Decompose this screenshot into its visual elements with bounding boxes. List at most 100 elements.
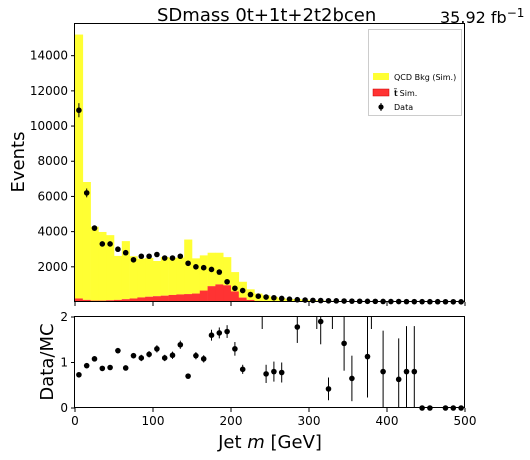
- x-tick-label: 400: [376, 414, 399, 428]
- qcd-bar: [82, 182, 91, 300]
- ratio-point: [364, 353, 371, 360]
- data-point: [255, 293, 262, 299]
- data-point: [107, 241, 113, 247]
- ratio-point: [83, 362, 90, 369]
- ratio-y-ticks: 0 1 2: [60, 310, 75, 415]
- data-point: [83, 190, 90, 196]
- ttbar-bar: [129, 298, 138, 302]
- ratio-y-axis-label: Data/MC: [37, 323, 58, 400]
- legend-qcd-label: QCD Bkg (Sim.): [394, 73, 456, 82]
- ratio-point: [232, 346, 238, 352]
- qcd-bar: [106, 235, 115, 301]
- data-point: [154, 251, 160, 258]
- ratio-point: [185, 373, 191, 379]
- data-point: [122, 249, 129, 256]
- qcd-bar: [129, 256, 138, 299]
- luminosity-label: 35.92 fb−1: [440, 6, 524, 27]
- ttbar-bar: [207, 286, 216, 302]
- data-point: [130, 256, 137, 263]
- ratio-points: [76, 317, 464, 411]
- ratio-point: [91, 356, 98, 362]
- y-tick-label: 10000: [30, 119, 68, 133]
- chart-title: SDmass 0t+1t+2t2bcen: [157, 5, 376, 26]
- ttbar-bar: [153, 296, 162, 302]
- ratio-point: [76, 371, 82, 378]
- main-plot-frame: [74, 23, 465, 302]
- data-point: [271, 294, 277, 301]
- qcd-bar: [137, 258, 146, 298]
- data-point: [263, 294, 269, 300]
- data-point: [208, 266, 215, 273]
- data-point: [310, 297, 316, 304]
- qcd-bar: [75, 34, 84, 299]
- ratio-point: [154, 346, 160, 352]
- legend-ttbar-label: t̄t̄ Sim.: [393, 88, 417, 98]
- ratio-point: [380, 368, 386, 375]
- x-tick-label: 500: [454, 414, 477, 428]
- ratio-point: [107, 364, 113, 371]
- y-tick-label: 2000: [37, 260, 68, 274]
- data-point: [239, 287, 246, 294]
- ttbar-bar: [121, 299, 130, 302]
- qcd-bar: [231, 272, 240, 292]
- data-point: [200, 264, 207, 271]
- legend-box: [368, 29, 462, 116]
- ratio-point: [395, 376, 402, 383]
- main-y-ticks: 2000 4000 6000 8000 10000 12000 14000: [30, 49, 75, 274]
- data-point: [138, 253, 145, 260]
- ratio-point: [216, 330, 223, 336]
- y-tick-label: 8000: [37, 154, 68, 168]
- data-point: [193, 264, 199, 270]
- data-point: [169, 255, 176, 261]
- ratio-point: [122, 365, 129, 371]
- qcd-bar: [160, 256, 169, 296]
- data-point: [99, 241, 106, 247]
- data-point: [146, 253, 152, 260]
- data-point: [232, 285, 238, 292]
- data-point: [76, 107, 82, 114]
- qcd-bar: [90, 226, 99, 301]
- ratio-point: [239, 366, 246, 373]
- ratio-point: [200, 356, 207, 362]
- qcd-bar: [223, 257, 232, 286]
- ttbar-bar: [114, 299, 123, 302]
- ratio-point: [138, 355, 145, 361]
- ratio-point: [115, 347, 121, 354]
- x-tick-label: 0: [71, 414, 79, 428]
- ratio-point: [146, 351, 152, 358]
- data-point: [161, 255, 168, 261]
- data-point: [278, 295, 285, 302]
- ratio-point: [263, 371, 269, 377]
- ttbar-bar: [176, 294, 185, 302]
- qcd-bar: [176, 257, 185, 295]
- ratio-point: [161, 355, 168, 361]
- qcd-bar: [215, 252, 224, 285]
- ratio-point: [294, 324, 301, 330]
- ratio-point: [99, 365, 106, 372]
- legend: QCD Bkg (Sim.) t̄t̄ Sim. Data: [368, 29, 462, 116]
- data-point: [286, 296, 293, 302]
- data-point: [302, 297, 308, 303]
- qcd-bar: [153, 261, 162, 297]
- ratio-point: [349, 375, 355, 382]
- ratio-y-tick-label: 1: [60, 356, 68, 370]
- qcd-bar: [199, 255, 208, 291]
- ttbar-bar: [184, 294, 193, 302]
- legend-data-label: Data: [394, 103, 413, 112]
- data-point: [115, 246, 121, 253]
- ttbar-bar: [82, 299, 91, 302]
- ratio-point: [411, 368, 418, 375]
- ttbar-bar: [199, 290, 208, 302]
- ratio-point: [278, 369, 285, 376]
- data-point: [224, 278, 230, 285]
- data-point: [216, 269, 223, 275]
- ttbar-bar: [168, 294, 177, 302]
- qcd-bar: [121, 241, 130, 300]
- qcd-bar: [98, 231, 107, 301]
- ttbar-bar: [75, 298, 84, 302]
- ttbar-bar: [145, 296, 154, 302]
- ratio-x-ticks: 0 100 200 300 400 500: [71, 408, 476, 428]
- ratio-y-tick-label: 0: [60, 401, 68, 415]
- y-tick-label: 4000: [37, 225, 68, 239]
